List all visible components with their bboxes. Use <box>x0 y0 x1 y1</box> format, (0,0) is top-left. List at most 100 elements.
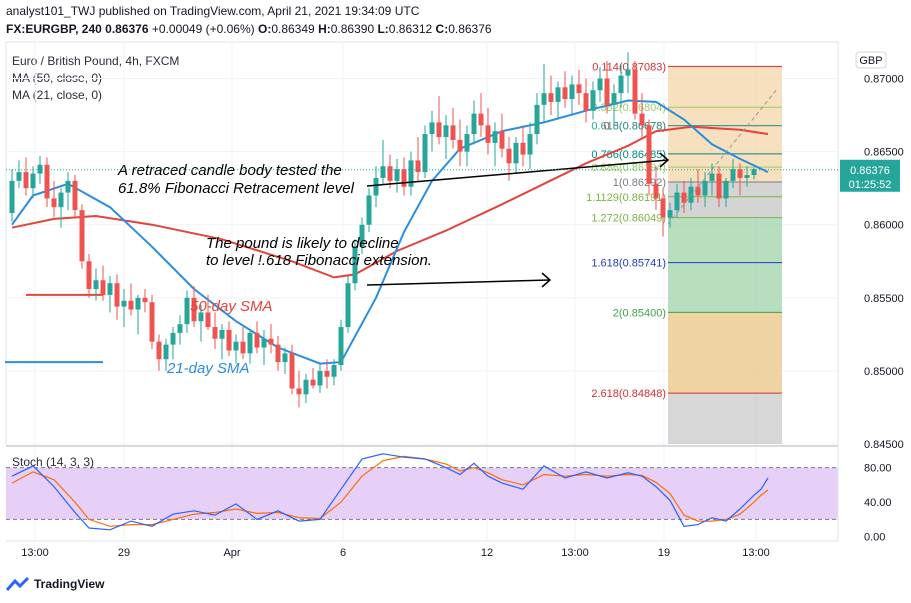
price-change: +0.00049 (+0.06%) <box>151 22 255 36</box>
candle-body <box>149 302 155 342</box>
candle-body <box>604 78 610 105</box>
x-tick-label: 19 <box>658 547 670 559</box>
high-label: H: <box>318 22 331 36</box>
candle-body <box>72 180 78 211</box>
candle-body <box>478 113 484 126</box>
candle-body <box>394 169 400 181</box>
last-price-tag-countdown: 01:25:52 <box>849 179 892 191</box>
annotation-sma50: 50-day SMA <box>190 298 273 315</box>
candle-body <box>660 198 666 218</box>
candle-body <box>583 93 589 111</box>
fib-upper-zone <box>668 66 782 183</box>
candle-body <box>499 131 505 149</box>
fib-level-label: 0.382(0.86804) <box>591 102 666 114</box>
last-price-tag-value: 0.86376 <box>850 165 890 177</box>
candle-body <box>100 280 106 295</box>
candle-body <box>345 283 351 328</box>
candle-body <box>44 164 50 199</box>
symbol-ohlc-line: FX:EURGBP, 240 0.86376 +0.00049 (+0.06%)… <box>6 22 492 36</box>
candle-body <box>324 370 330 377</box>
y-tick-label: 0.85000 <box>864 366 904 378</box>
candle-body <box>611 93 617 105</box>
candle-body <box>534 104 540 135</box>
candle-body <box>338 327 344 366</box>
fib-tail-zone <box>668 393 782 444</box>
candle-body <box>16 172 22 181</box>
currency-badge <box>855 51 887 69</box>
candle-body <box>716 173 722 199</box>
candle-body <box>485 125 491 143</box>
candle-body <box>191 297 197 322</box>
annotation-retrace-line1: A retraced candle body tested the <box>117 162 342 179</box>
x-tick-label: 6 <box>340 547 346 559</box>
candle-body <box>569 84 575 100</box>
candle-body <box>737 169 743 178</box>
y-tick-label: 0.86500 <box>864 147 904 159</box>
candle-body <box>457 139 463 152</box>
candle-body <box>751 169 757 176</box>
candle-body <box>555 87 561 102</box>
candle-body <box>695 186 701 196</box>
dashed-trendline <box>667 87 779 225</box>
fib-zone: 0.114(0.87083)0.382(0.86804)0.5(0.86678)… <box>586 61 782 444</box>
fib-level-label: 0.786(0.86485) <box>591 149 666 161</box>
stoch-d-line <box>11 455 769 527</box>
arrow-retrace-head <box>659 152 670 168</box>
axes: 0.87000 0.86500 0.86000 0.85500 0.85000 0.845… <box>6 42 904 559</box>
low-value: 0.86312 <box>388 22 433 36</box>
candle-body <box>184 297 190 325</box>
candle-body <box>359 224 365 247</box>
candle-body <box>464 134 470 152</box>
candle-body <box>576 84 582 94</box>
candle-body <box>366 195 372 225</box>
candle-body <box>128 300 134 310</box>
y-tick-label: 0.86000 <box>864 220 904 232</box>
last-price-tag <box>840 159 900 192</box>
candle-body <box>79 210 85 262</box>
candle-body <box>401 169 407 187</box>
candle-body <box>303 379 309 395</box>
arrow-decline-head <box>541 272 552 288</box>
candle-body <box>373 177 379 196</box>
candle-body <box>443 125 449 138</box>
candle-body <box>597 78 603 91</box>
candle-body <box>156 341 162 360</box>
x-tick-label: Apr <box>223 547 240 559</box>
annotation-decline-line1: The pound is likely to decline <box>206 235 399 252</box>
candle-body <box>240 341 246 354</box>
candle-body <box>513 142 519 164</box>
candle-body <box>254 332 260 348</box>
candle-body <box>429 122 435 135</box>
fib-level-label: 0.114(0.87083) <box>592 61 666 73</box>
close-value: 0.86376 <box>448 22 492 36</box>
candle-body <box>289 353 295 389</box>
candle-body <box>436 122 442 138</box>
chart-title: Euro / British Pound, 4h, FXCM <box>12 54 180 68</box>
candle-body <box>520 142 526 155</box>
candle-body <box>114 283 120 307</box>
candle-body <box>247 332 253 354</box>
fib-level-label: 1.618(0.85741) <box>591 258 666 270</box>
candle-body <box>219 329 225 339</box>
candle-body <box>107 283 113 295</box>
fib-level-label: 1(0.86292) <box>613 177 666 189</box>
candle-body <box>744 175 750 178</box>
low-label: L: <box>377 22 389 36</box>
annotation-decline-line2: to level !.618 Fibonacci extension. <box>206 252 432 269</box>
stoch-band <box>6 467 838 520</box>
candle-body <box>639 113 645 126</box>
annotations: A retraced candle body tested the 61.8% … <box>117 87 779 377</box>
candle-body <box>51 198 57 208</box>
tradingview-brand: TradingView <box>34 577 105 591</box>
candle-body <box>282 353 288 363</box>
stochastic-pane <box>6 445 838 531</box>
moving-averages <box>11 99 769 365</box>
y-tick-label: 0.87000 <box>864 74 904 86</box>
currency-badge-label: GBP <box>859 55 882 67</box>
candle-body <box>541 93 547 105</box>
candle-body <box>9 180 15 214</box>
legend-stoch[interactable]: Stoch (14, 3, 3) <box>12 455 94 469</box>
candle-body <box>163 344 169 360</box>
y-tick-label: 0.85500 <box>864 293 904 305</box>
